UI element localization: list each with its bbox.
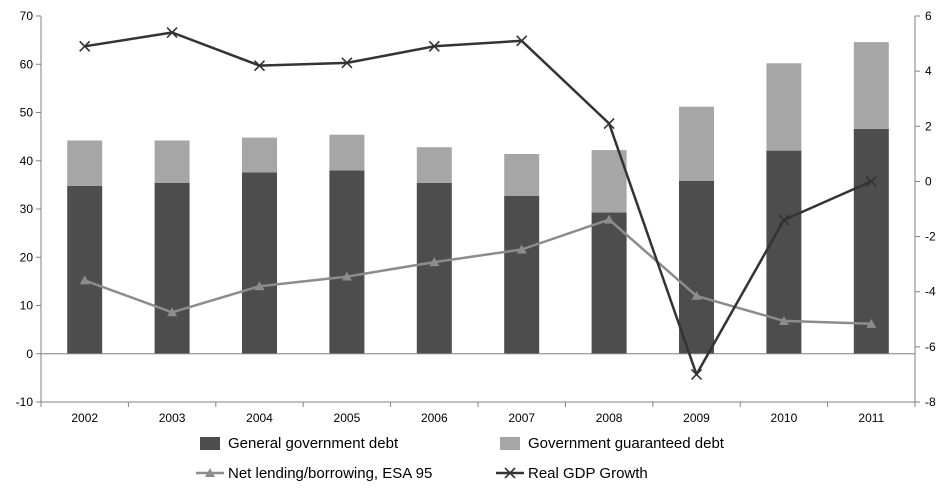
x-tick-label-2005: 2005 [334,411,361,425]
legend-marker [205,468,215,477]
left-tick-label-30: 30 [20,202,34,216]
marker-net-lending-2003 [167,307,178,317]
legend-item-3: Real GDP Growth [496,465,648,482]
bar-general-debt-2008 [591,212,627,354]
legend-label: General government debt [228,435,399,452]
bars [67,42,889,354]
left-tick-label--10: -10 [16,395,34,409]
bar-guaranteed-debt-2002 [67,140,103,186]
legend-marker [504,467,516,479]
left-tick-label-20: 20 [20,250,34,264]
x-tick-label-2008: 2008 [596,411,623,425]
x-tick-label-2004: 2004 [246,411,273,425]
legend-label: Real GDP Growth [528,465,648,482]
x-tick-label-2011: 2011 [858,411,884,425]
legend-item-0: General government debt [200,435,399,452]
bar-general-debt-2002 [67,185,103,354]
right-tick-label-2: 2 [925,119,932,133]
plot-area: -10 0 10 20 30 40 50 60 70 -8 -6 -4 -2 0 2 4 6 2002 2003 20… [16,9,936,425]
marker-real-gdp-2003 [166,26,178,39]
x-tick-label-2002: 2002 [71,411,98,425]
left-tick-label-40: 40 [20,154,34,168]
marker-net-lending-2009 [691,290,702,300]
bar-general-debt-2006 [416,182,452,354]
x-tick-label-2007: 2007 [508,411,535,425]
bar-general-debt-2004 [242,172,277,354]
marker-net-lending-2005 [341,271,352,281]
x-tick-label-2003: 2003 [159,411,186,425]
bar-guaranteed-debt-2004 [242,137,277,173]
left-tick-label-50: 50 [20,106,34,120]
legend-label: Net lending/borrowing, ESA 95 [228,465,432,482]
marker-real-gdp-2007 [516,35,528,47]
bar-guaranteed-debt-2006 [416,147,452,183]
right-tick-label--2: -2 [925,230,936,244]
bar-general-debt-2005 [329,170,365,354]
legend-swatch [500,437,520,450]
bar-general-debt-2011 [853,128,889,354]
legend-item-2: Net lending/borrowing, ESA 95 [196,465,432,482]
x-tick-label-2009: 2009 [683,411,710,425]
right-tick-label-6: 6 [925,9,932,23]
marker-real-gdp-2011 [865,175,877,187]
right-tick-label--8: -8 [925,395,936,409]
marker-real-gdp-2010 [778,214,790,226]
marker-real-gdp-2009 [690,368,703,380]
right-tick-label--6: -6 [925,340,936,354]
marker-net-lending-2004 [254,281,265,291]
bar-guaranteed-debt-2010 [766,63,802,151]
marker-real-gdp-2005 [341,57,353,69]
bar-guaranteed-debt-2011 [853,42,889,129]
right-tick-label-0: 0 [925,174,932,188]
x-tick-label-2006: 2006 [421,411,448,425]
marker-net-lending-2008 [604,214,615,224]
legend-swatch [200,437,220,450]
marker-net-lending-2011 [866,318,877,328]
right-tick-label-4: 4 [925,64,932,78]
bar-general-debt-2007 [504,196,540,354]
left-tick-label-70: 70 [20,9,34,23]
bar-guaranteed-debt-2003 [154,140,190,183]
right-tick-label--4: -4 [925,285,936,299]
legend-item-1: Government guaranteed debt [500,435,725,452]
left-tick-label-0: 0 [26,347,33,361]
marker-real-gdp-2004 [253,60,266,72]
left-tick-label-60: 60 [20,57,34,71]
marker-net-lending-2002 [79,275,90,285]
bar-guaranteed-debt-2009 [679,106,714,181]
legend: General government debt Government guaran… [196,435,725,482]
bar-guaranteed-debt-2007 [504,154,540,196]
bar-general-debt-2003 [154,182,190,354]
marker-real-gdp-2008 [603,117,615,130]
legend-label: Government guaranteed debt [528,435,725,452]
marker-real-gdp-2006 [428,40,440,52]
marker-net-lending-2006 [429,257,440,267]
line-net-lending [84,218,872,326]
bar-general-debt-2009 [679,181,714,354]
marker-real-gdp-2002 [79,40,91,52]
line-real-gdp [84,31,872,376]
x-tick-label-2010: 2010 [771,411,798,425]
left-tick-label-10: 10 [20,299,34,313]
marker-net-lending-2007 [516,244,527,254]
bar-guaranteed-debt-2005 [329,134,365,171]
marker-net-lending-2010 [778,315,789,325]
